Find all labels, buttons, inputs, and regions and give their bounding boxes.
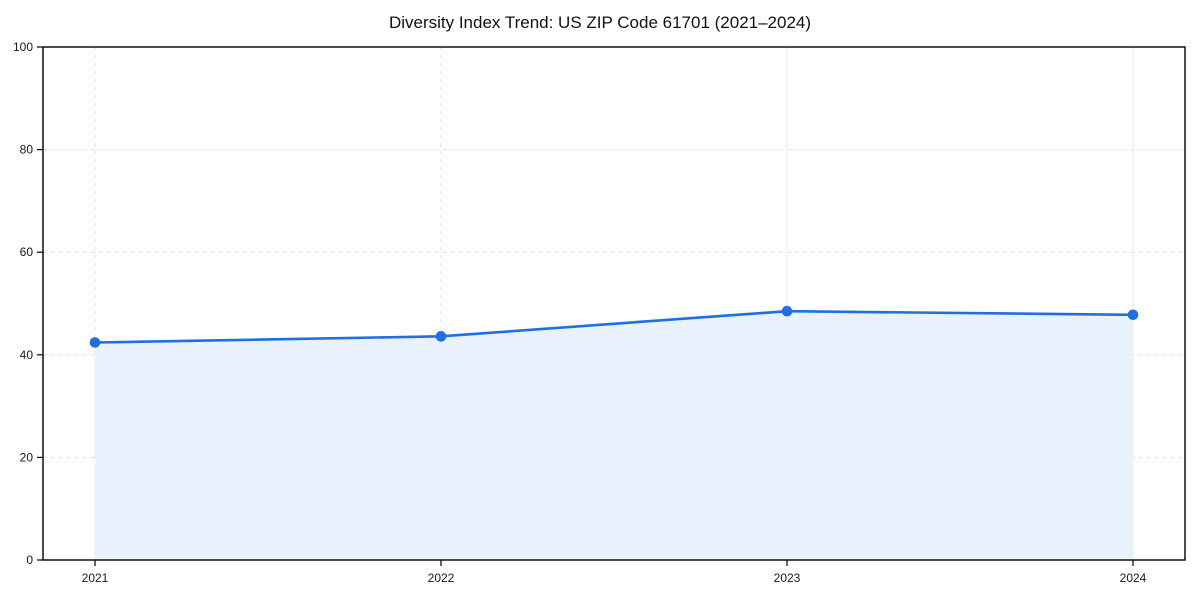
y-tick-label: 40 [20,348,34,362]
chart-title: Diversity Index Trend: US ZIP Code 61701… [388,13,812,32]
x-tick-label: 2022 [428,571,455,585]
data-point [1127,309,1139,321]
data-point [781,305,793,317]
x-tick-label: 2024 [1120,571,1147,585]
plot-border [42,46,1186,561]
y-tick-label: 100 [13,40,33,54]
trend-line [93,309,1135,344]
area-fill [95,311,1133,560]
data-point [435,331,447,342]
data-point [89,337,101,348]
y-tick-label: 20 [20,450,34,464]
y-tick-label: 0 [26,553,33,567]
y-tick-label: 60 [20,245,34,259]
x-tick-label: 2023 [774,571,801,585]
x-tick-label: 2021 [82,571,109,585]
y-tick-label: 80 [20,143,34,157]
